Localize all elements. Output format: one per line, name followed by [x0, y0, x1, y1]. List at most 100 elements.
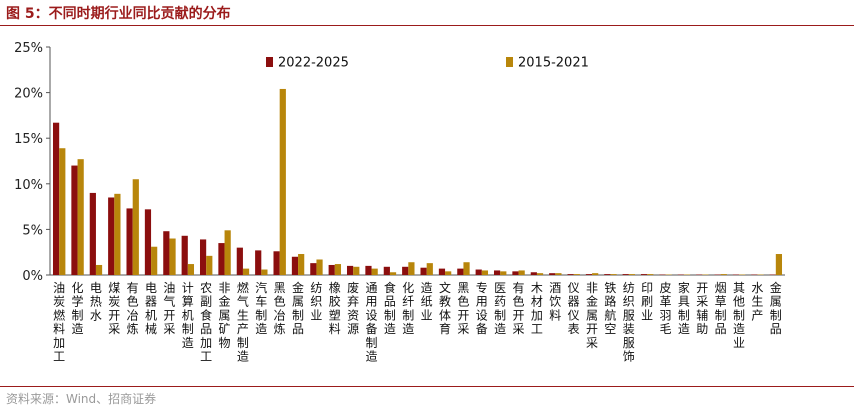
- legend-swatch: [506, 57, 513, 67]
- category-label: 烟草制品: [715, 281, 727, 336]
- y-tick-label: 5%: [22, 223, 43, 238]
- category-label: 印刷业: [641, 281, 653, 322]
- y-tick-label: 0%: [22, 269, 43, 284]
- bar-2015-2021: [279, 88, 286, 275]
- legend-swatch: [266, 57, 273, 67]
- category-label: 水生产: [751, 281, 763, 322]
- category-label: 非金属矿物: [219, 281, 231, 350]
- category-label: 金属制品: [770, 280, 782, 336]
- category-label: 其他制造业: [733, 281, 745, 350]
- bar-2022-2025: [585, 274, 593, 275]
- category-label: 计算机制造: [182, 281, 194, 350]
- category-label: 金属制品: [292, 280, 304, 336]
- bar-2022-2025: [52, 122, 60, 275]
- bar-2022-2025: [273, 251, 280, 275]
- bar-2022-2025: [236, 247, 243, 275]
- bar-2022-2025: [622, 274, 629, 275]
- category-label: 油炭燃料加工: [53, 281, 65, 364]
- bar-2022-2025: [604, 274, 611, 275]
- bar-2015-2021: [206, 255, 213, 275]
- bar-2022-2025: [89, 192, 96, 275]
- bar-2015-2021: [463, 262, 470, 275]
- legend-label: 2022-2025: [278, 56, 349, 71]
- bar-2015-2021: [187, 264, 195, 275]
- bar-2022-2025: [383, 266, 390, 275]
- bar-2015-2021: [720, 274, 727, 275]
- bar-2022-2025: [328, 264, 335, 275]
- category-label: 仪器仪表: [568, 281, 580, 336]
- bar-2015-2021: [445, 271, 452, 275]
- category-label: 煤炭开采: [108, 281, 120, 336]
- bar-2015-2021: [426, 263, 433, 275]
- bar-2022-2025: [163, 231, 170, 275]
- bar-2015-2021: [132, 179, 139, 275]
- y-tick-label: 10%: [14, 178, 43, 193]
- category-label: 黑色冶炼: [274, 281, 286, 336]
- category-label: 铁路航空: [604, 281, 616, 336]
- bar-2015-2021: [775, 254, 783, 275]
- category-label: 有色开采: [513, 281, 525, 336]
- bar-2015-2021: [536, 273, 544, 275]
- bar-2015-2021: [59, 148, 66, 275]
- bar-2015-2021: [628, 274, 636, 275]
- category-label: 文教体育: [439, 280, 451, 336]
- bar-2015-2021: [298, 254, 305, 275]
- category-label: 电器机械: [145, 281, 157, 336]
- category-label: 通用设备制造: [366, 281, 378, 364]
- bar-chart: 0% 5% 10% 15% 20% 25% 油炭燃料加工化学制造电热水煤炭开采有色冶炼电器机…: [14, 41, 785, 364]
- bar-2022-2025: [567, 274, 574, 275]
- bar-2015-2021: [592, 273, 599, 275]
- bar-2022-2025: [310, 263, 317, 275]
- category-label: 酒饮料: [549, 281, 561, 322]
- category-label: 开采辅助: [696, 281, 708, 336]
- bar-2022-2025: [71, 165, 78, 275]
- bar-2015-2021: [334, 264, 342, 275]
- bar-2022-2025: [255, 250, 262, 275]
- bar-2015-2021: [151, 246, 158, 275]
- category-label: 非金属开采: [586, 281, 598, 350]
- category-label: 农副食品加工: [200, 281, 212, 364]
- bar-2022-2025: [420, 267, 427, 275]
- bar-2022-2025: [199, 239, 207, 275]
- category-label: 燃气生产制造: [237, 280, 249, 364]
- title-bar: 图 5：不同时期行业同比贡献的分布: [0, 0, 854, 26]
- bar-2022-2025: [530, 272, 537, 275]
- bar-2015-2021: [371, 268, 378, 275]
- bar-2015-2021: [573, 274, 580, 275]
- bar-2015-2021: [169, 238, 176, 275]
- category-label: 医药制造: [494, 281, 506, 336]
- bar-2015-2021: [114, 193, 121, 275]
- category-label: 家具制造: [678, 280, 690, 336]
- bar-2022-2025: [475, 269, 482, 275]
- bar-2015-2021: [389, 272, 397, 275]
- bar-2015-2021: [647, 274, 654, 275]
- chart-title: 图 5：不同时期行业同比贡献的分布: [6, 6, 231, 22]
- source-note: 资料来源：Wind、招商证券: [6, 392, 157, 406]
- bar-2022-2025: [346, 265, 354, 275]
- bar-2015-2021: [242, 268, 250, 275]
- bar-2015-2021: [95, 264, 103, 275]
- category-label: 木材加工: [531, 281, 543, 336]
- category-label: 专用设备: [476, 280, 488, 336]
- category-label: 橡胶塑料: [329, 281, 341, 336]
- bar-2015-2021: [610, 274, 617, 275]
- bar-2015-2021: [224, 230, 231, 275]
- bar-2015-2021: [353, 266, 360, 275]
- category-label: 皮革羽毛: [660, 281, 672, 336]
- bar-2022-2025: [108, 197, 115, 275]
- bar-2022-2025: [144, 209, 152, 275]
- category-label: 电热水: [90, 281, 102, 322]
- bar-2015-2021: [77, 159, 84, 275]
- bar-2022-2025: [402, 266, 409, 275]
- bar-2015-2021: [261, 269, 268, 275]
- bar-2022-2025: [457, 268, 464, 275]
- category-label: 油气开采: [163, 281, 175, 336]
- footer-divider: [0, 386, 854, 387]
- bar-2015-2021: [500, 271, 507, 275]
- category-label: 纺织服装服饰: [623, 281, 635, 364]
- category-label: 汽车制造: [255, 280, 267, 336]
- bar-2022-2025: [438, 268, 446, 275]
- y-tick-label: 15%: [14, 132, 43, 147]
- category-label: 有色冶炼: [127, 281, 139, 336]
- category-label: 造纸业: [421, 281, 433, 322]
